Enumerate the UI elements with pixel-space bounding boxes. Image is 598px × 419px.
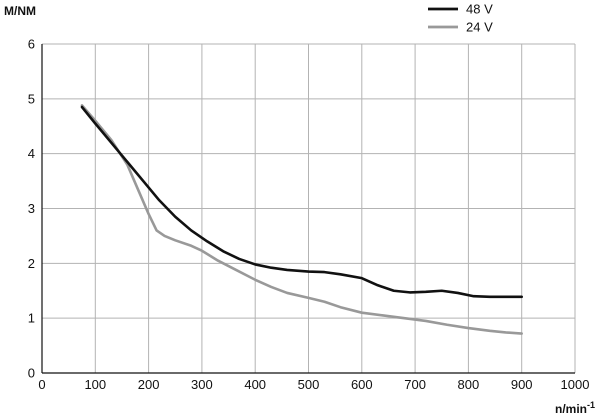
grid-layer xyxy=(42,43,576,373)
y-tick-label-2: 2 xyxy=(28,256,35,271)
x-tick-label-700: 700 xyxy=(404,377,426,392)
legend-layer: 48 V 24 V xyxy=(428,2,493,35)
legend-label-24-v: 24 V xyxy=(466,20,493,35)
series-line-24-v xyxy=(80,104,523,335)
legend-label-48-v: 48 V xyxy=(466,2,493,17)
x-tick-label-300: 300 xyxy=(191,377,213,392)
y-tick-label-4: 4 xyxy=(28,146,35,161)
x-tick-label-900: 900 xyxy=(511,377,533,392)
x-tick-label-1000: 1000 xyxy=(561,377,590,392)
axis-layer: 0 100 200 300 400 500 600 700 800 900 1000 0 1 2 3 4 5 6 xyxy=(28,37,590,393)
y-tick-label-0: 0 xyxy=(28,366,35,381)
y-axis-title: M/NM xyxy=(4,4,36,18)
x-tick-label-400: 400 xyxy=(244,377,266,392)
x-tick-label-200: 200 xyxy=(138,377,160,392)
x-axis-title-main: n/min xyxy=(555,402,587,416)
y-tick-label-3: 3 xyxy=(28,201,35,216)
x-tick-label-500: 500 xyxy=(298,377,320,392)
x-tick-label-800: 800 xyxy=(458,377,480,392)
x-axis-title: n/min-1 xyxy=(555,400,595,416)
series-line-48-v xyxy=(80,105,523,299)
series-layer xyxy=(80,104,523,335)
y-tick-label-5: 5 xyxy=(28,91,35,106)
y-tick-label-6: 6 xyxy=(28,37,35,52)
x-tick-label-100: 100 xyxy=(84,377,106,392)
x-axis-title-sup: -1 xyxy=(587,400,595,410)
x-tick-label-600: 600 xyxy=(351,377,373,392)
x-tick-label-0: 0 xyxy=(38,377,45,392)
y-tick-label-1: 1 xyxy=(28,311,35,326)
